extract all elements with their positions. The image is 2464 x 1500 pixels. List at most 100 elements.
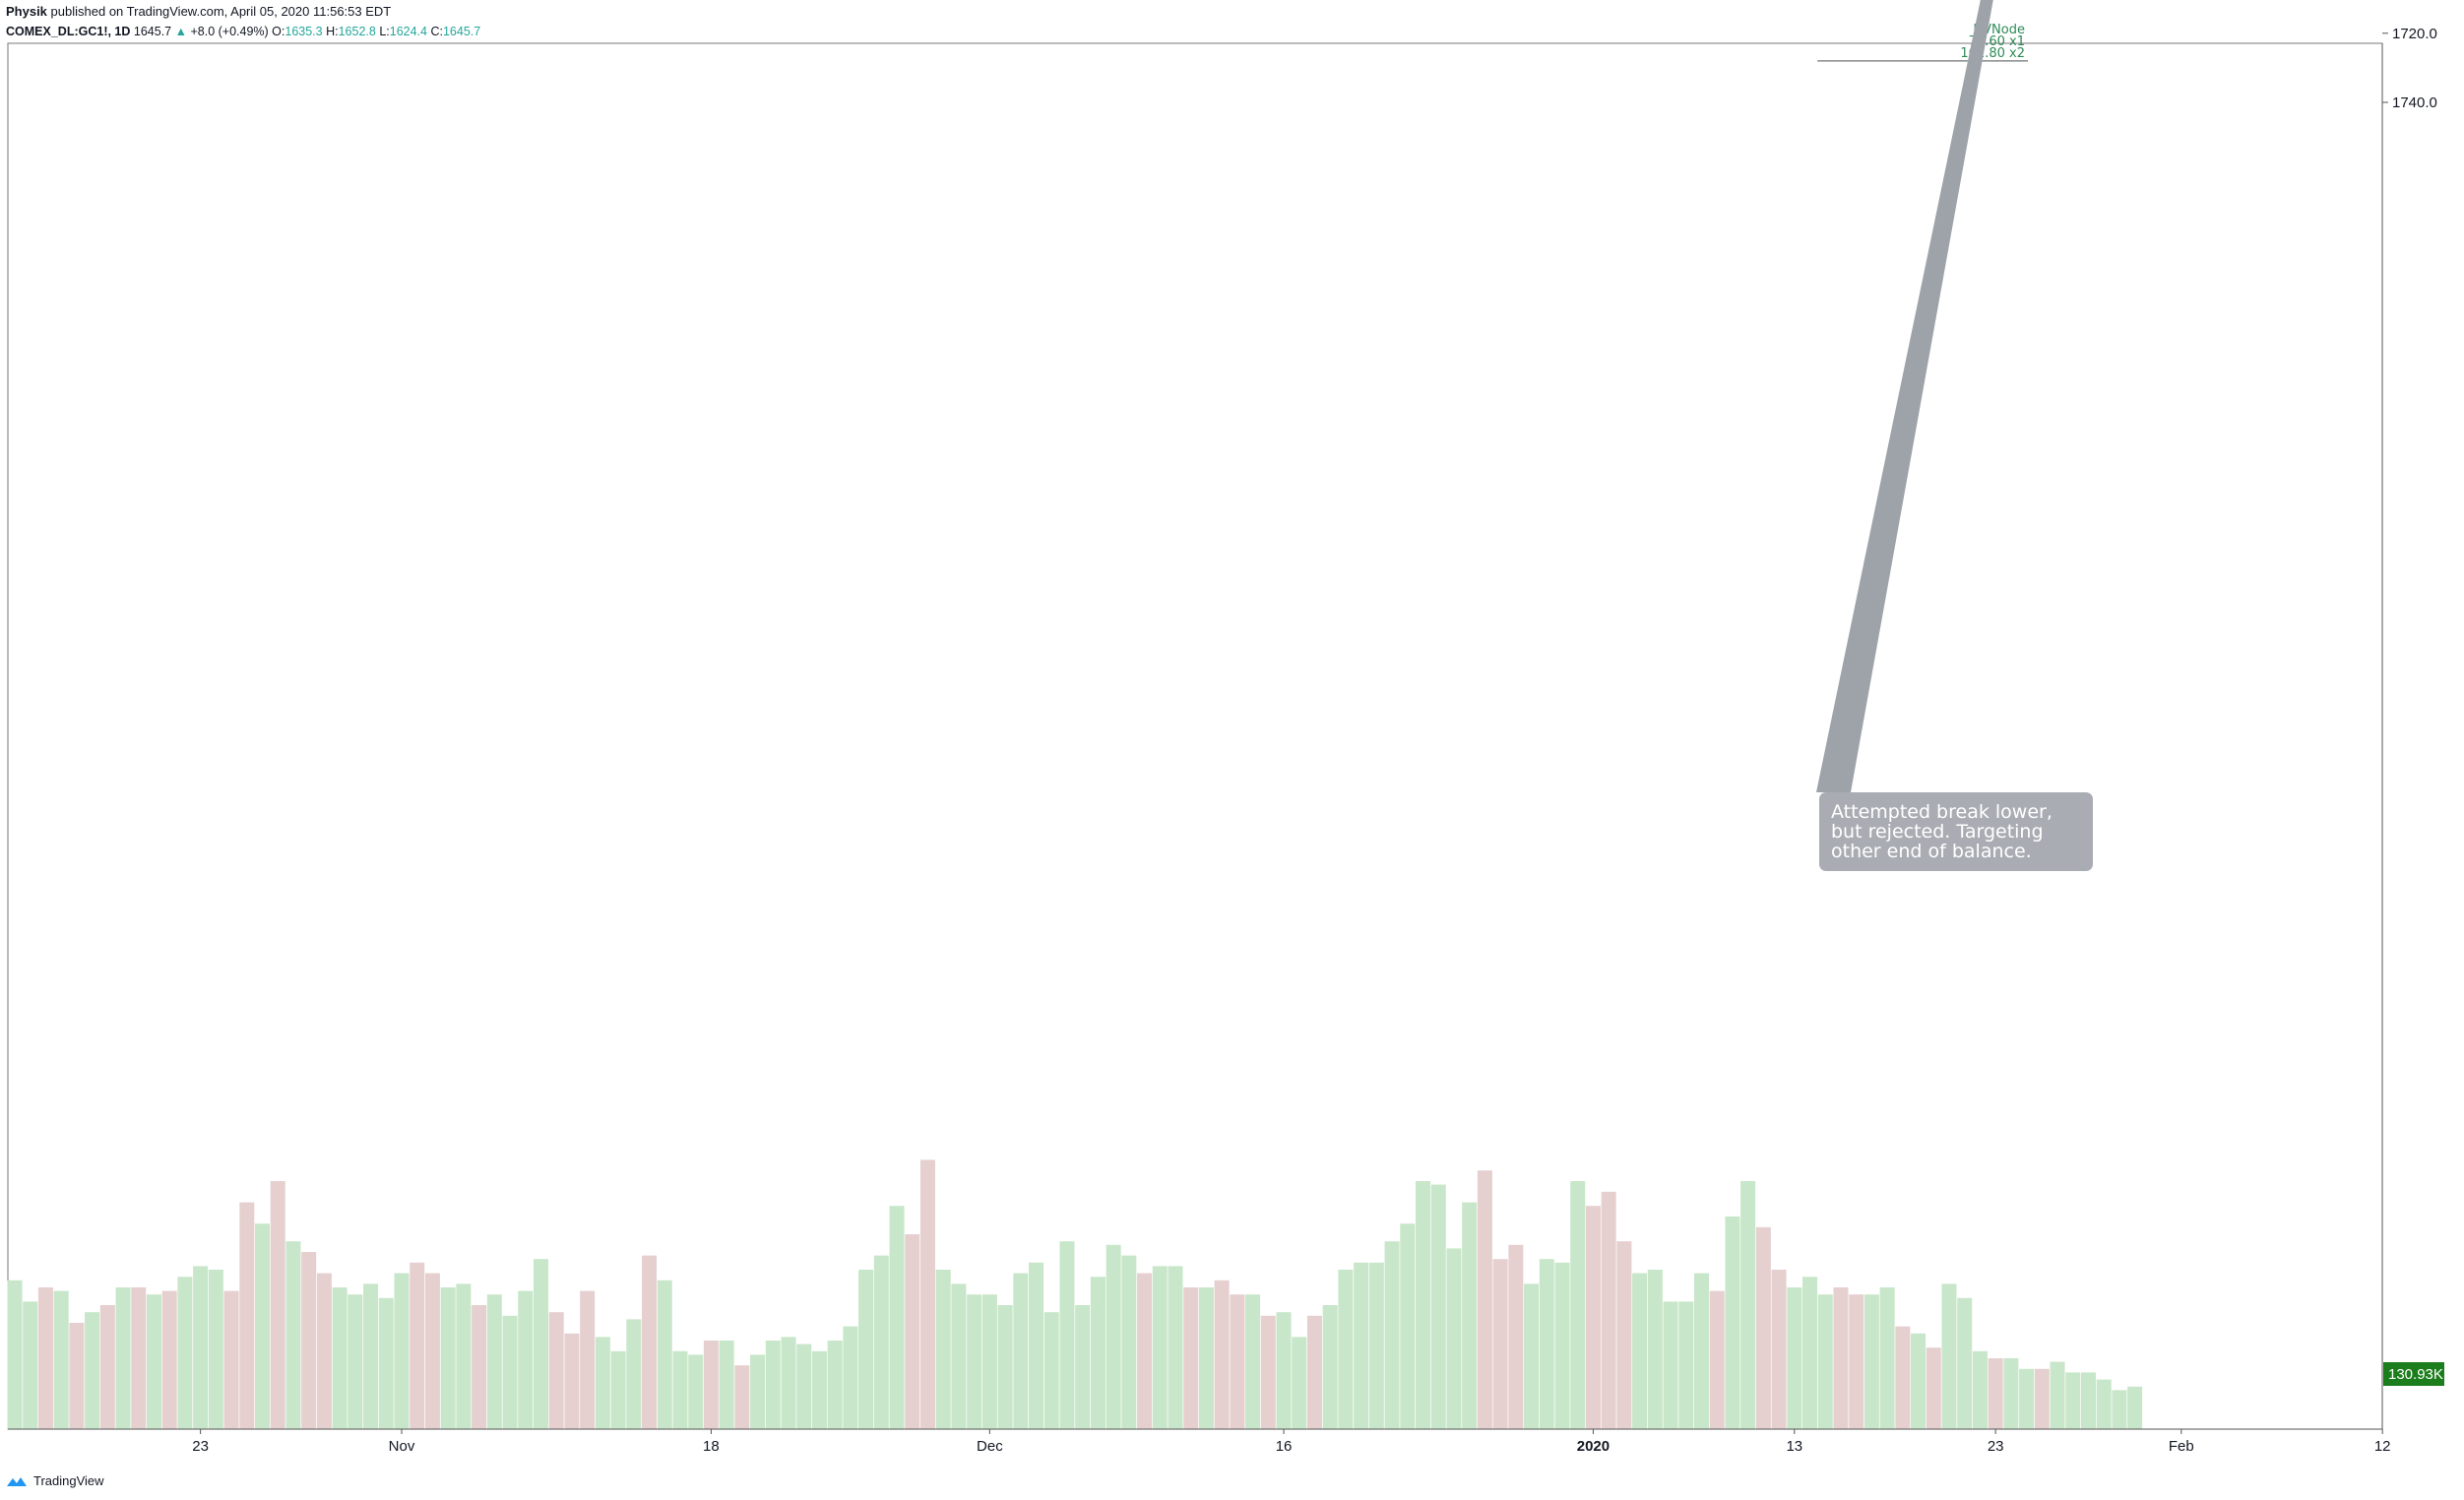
volume-bar <box>347 1294 363 1429</box>
time-tick-label: 18 <box>703 1438 720 1455</box>
volume-bar <box>997 1305 1013 1429</box>
volume-bar <box>1972 1350 1988 1429</box>
volume-bar <box>1895 1326 1911 1429</box>
ohlc-legend: COMEX_DL:GC1!, 1D 1645.7 ▲ +8.0 (+0.49%)… <box>6 22 480 41</box>
volume-badge <box>2383 1362 2444 1386</box>
volume-bar <box>858 1270 874 1429</box>
volume-bar <box>750 1354 766 1429</box>
volume-bar <box>23 1301 38 1429</box>
volume-bar <box>672 1350 688 1429</box>
volume-bar <box>703 1341 719 1429</box>
time-tick-label: 2020 <box>1577 1438 1610 1455</box>
volume-bar <box>2096 1379 2112 1429</box>
volume-bar <box>1601 1191 1616 1429</box>
volume-bar <box>1849 1294 1864 1429</box>
volume-bar <box>2112 1390 2127 1429</box>
volume-bar <box>193 1266 209 1429</box>
volume-bar <box>1725 1217 1740 1429</box>
volume-bar <box>2127 1386 2143 1429</box>
volume-bar <box>486 1294 502 1429</box>
volume-bar <box>2034 1368 2050 1429</box>
volume-bar <box>1462 1202 1478 1429</box>
price-tick-label: 1720.0 <box>2392 26 2437 42</box>
volume-bar <box>1430 1184 1446 1429</box>
volume-badge-text: 130.93K <box>2388 1366 2443 1383</box>
volume-bar <box>239 1202 255 1429</box>
volume-bar <box>935 1270 951 1429</box>
time-tick-label: Nov <box>389 1438 415 1455</box>
author-name[interactable]: Physik <box>6 4 47 19</box>
volume-bar <box>161 1290 177 1429</box>
price-tick-label: 1740.0 <box>2392 94 2437 111</box>
volume-bar <box>1260 1315 1276 1429</box>
annotation-callout[interactable] <box>1819 792 2093 871</box>
volume-bar <box>1524 1283 1540 1429</box>
volume-bar <box>1771 1270 1787 1429</box>
volume-bar <box>1106 1244 1121 1429</box>
volume-bar <box>1988 1358 2003 1429</box>
volume-bar <box>53 1290 69 1429</box>
volume-bar <box>610 1350 626 1429</box>
volume-bar <box>1879 1287 1895 1429</box>
volume-bar <box>1416 1181 1431 1429</box>
high-value: 1652.8 <box>338 25 376 38</box>
volume-bar <box>626 1319 642 1429</box>
volume-bar <box>2003 1358 2019 1429</box>
volume-bar <box>2019 1368 2035 1429</box>
volume-bar <box>1368 1262 1384 1429</box>
volume-bar <box>1276 1312 1292 1429</box>
volume-bar <box>1817 1294 1833 1429</box>
volume-bar <box>1957 1297 1973 1429</box>
volume-bar <box>1400 1223 1416 1429</box>
volume-bar <box>1755 1226 1771 1429</box>
brand-name[interactable]: TradingView <box>33 1473 104 1488</box>
volume-bar <box>1152 1266 1168 1429</box>
volume-bar <box>394 1273 410 1429</box>
volume-bar <box>951 1283 967 1429</box>
volume-bar <box>7 1280 23 1429</box>
volume-bar <box>1740 1181 1756 1429</box>
volume-bar <box>410 1262 425 1429</box>
volume-bar <box>719 1341 734 1429</box>
volume-bar <box>285 1241 301 1429</box>
volume-bar <box>1911 1333 1927 1429</box>
volume-bar <box>811 1350 827 1429</box>
volume-bar <box>1214 1280 1230 1429</box>
volume-bar <box>223 1290 239 1429</box>
time-tick-label: 23 <box>192 1438 209 1455</box>
volume-bar <box>688 1354 704 1429</box>
volume-bar <box>889 1206 905 1429</box>
volume-bar <box>440 1287 456 1429</box>
volume-bar <box>1322 1305 1338 1429</box>
volume-bar <box>332 1287 347 1429</box>
tradingview-logo-icon <box>7 1476 27 1486</box>
volume-bar <box>564 1333 580 1429</box>
volume-bar <box>873 1255 889 1429</box>
volume-bar <box>2050 1361 2065 1429</box>
volume-bar <box>99 1305 115 1429</box>
volume-bar <box>1554 1262 1570 1429</box>
volume-bar <box>1137 1273 1153 1429</box>
volume-bar <box>2065 1372 2081 1429</box>
publish-info: Physik published on TradingView.com, Apr… <box>6 2 480 22</box>
volume-bar <box>734 1365 750 1429</box>
volume-bar <box>1121 1255 1137 1429</box>
volume-bar <box>595 1337 610 1429</box>
volume-bar <box>1492 1259 1508 1429</box>
volume-bar <box>502 1315 518 1429</box>
volume-bar <box>131 1287 147 1429</box>
volume-bar <box>967 1294 982 1429</box>
callout-pointer <box>1816 0 1993 792</box>
volume-bar <box>1059 1241 1075 1429</box>
volume-bar <box>1446 1248 1462 1429</box>
high-label: H: <box>326 25 339 38</box>
volume-bar <box>1384 1241 1400 1429</box>
volume-bar <box>796 1344 812 1429</box>
volume-bar <box>1013 1273 1029 1429</box>
volume-bar <box>548 1312 564 1429</box>
volume-bar <box>1230 1294 1245 1429</box>
volume-bar <box>37 1287 53 1429</box>
volume-bar <box>1338 1270 1354 1429</box>
volume-bar <box>85 1312 100 1429</box>
